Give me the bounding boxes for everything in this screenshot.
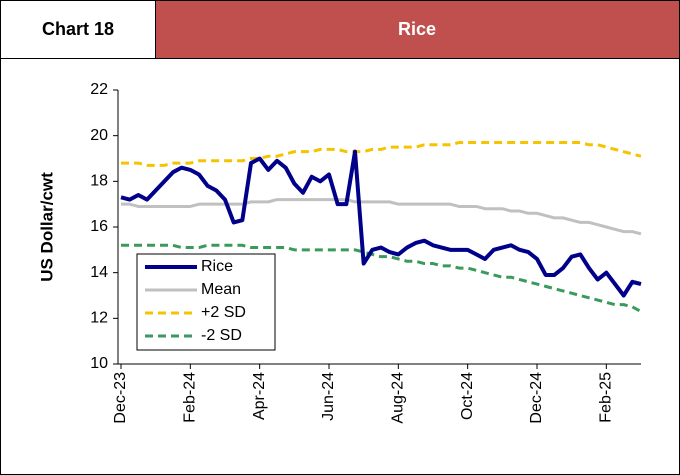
x-tick-label: Apr-24 bbox=[251, 372, 268, 420]
x-tick-label: Dec-23 bbox=[112, 372, 129, 424]
series-line bbox=[121, 243, 642, 313]
y-axis-label: US Dollar/cwt bbox=[37, 172, 56, 282]
y-tick-label: 16 bbox=[90, 218, 108, 235]
y-tick-label: 22 bbox=[90, 81, 108, 98]
x-tick-label: Jun-24 bbox=[320, 372, 337, 421]
x-tick-label: Feb-25 bbox=[598, 372, 615, 423]
x-tick-label: Aug-24 bbox=[390, 372, 407, 424]
x-tick-label: Feb-24 bbox=[182, 372, 199, 423]
y-tick-label: 12 bbox=[90, 310, 108, 327]
legend-box bbox=[136, 253, 276, 351]
series-line bbox=[120, 149, 642, 298]
series-line bbox=[121, 198, 642, 236]
legend-label: -2 SD bbox=[201, 327, 242, 344]
legend-label: Rice bbox=[201, 258, 233, 275]
header-title: Rice bbox=[398, 19, 436, 39]
header-label: Chart 18 bbox=[42, 19, 114, 39]
header-title-box bbox=[155, 0, 680, 59]
y-tick-label: 18 bbox=[90, 173, 108, 190]
y-tick-label: 14 bbox=[90, 264, 108, 281]
x-tick-label: Oct-24 bbox=[459, 372, 476, 420]
legend-label: +2 SD bbox=[201, 304, 246, 321]
y-tick-label: 20 bbox=[90, 127, 108, 144]
header-label-box bbox=[0, 0, 156, 59]
series-line bbox=[121, 141, 642, 167]
legend-label: Mean bbox=[201, 281, 241, 298]
y-tick-label: 10 bbox=[90, 355, 108, 372]
x-tick-label: Dec-24 bbox=[528, 372, 545, 424]
